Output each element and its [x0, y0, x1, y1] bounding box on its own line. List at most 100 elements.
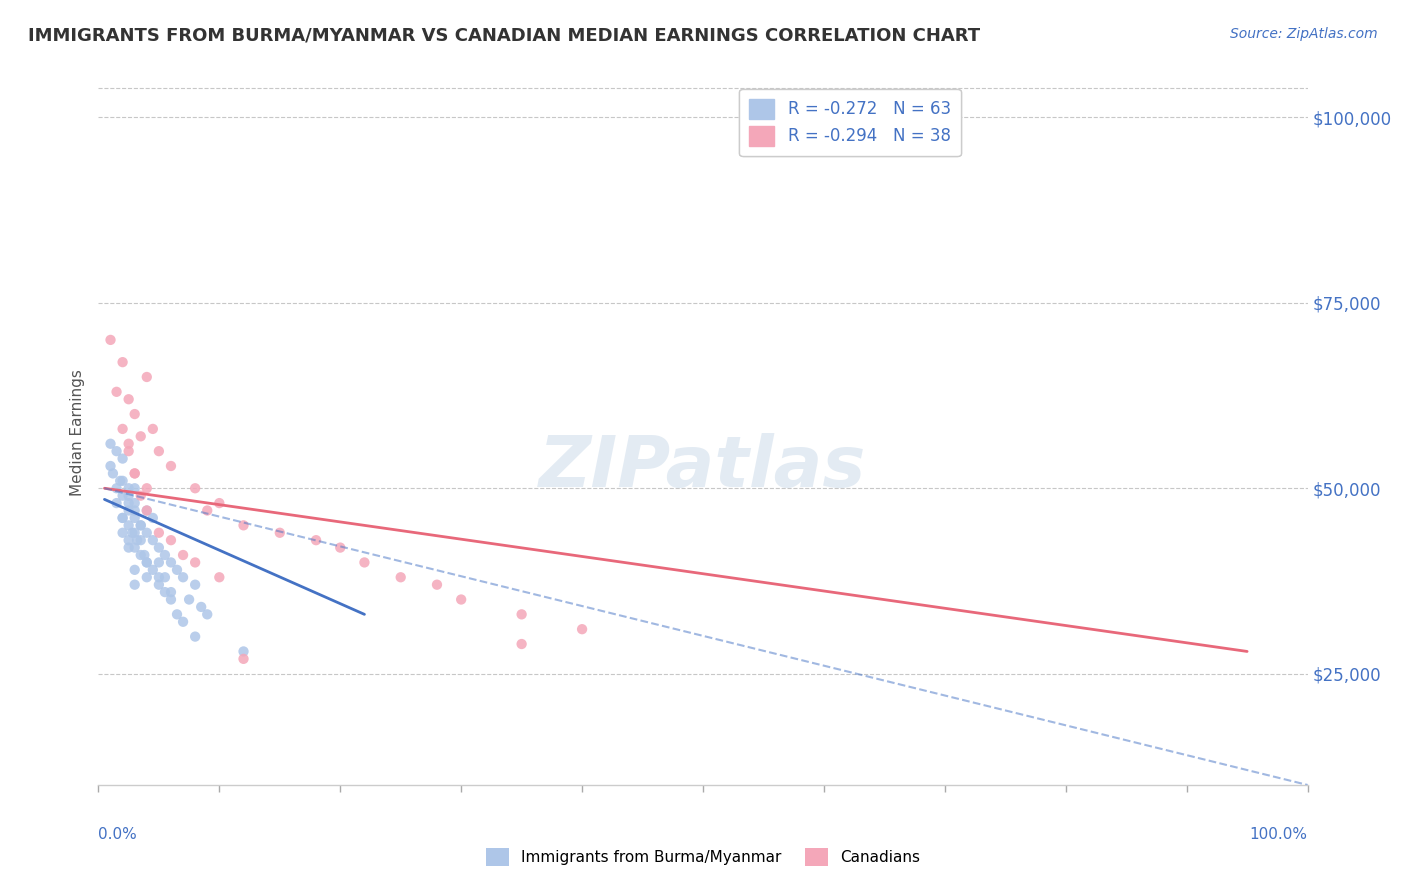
Point	[127, 533, 149, 548]
Point	[142, 422, 165, 436]
Point	[232, 652, 254, 666]
Point	[129, 518, 152, 533]
Point	[129, 429, 152, 443]
Point	[129, 518, 152, 533]
Text: IMMIGRANTS FROM BURMA/MYANMAR VS CANADIAN MEDIAN EARNINGS CORRELATION CHART: IMMIGRANTS FROM BURMA/MYANMAR VS CANADIA…	[28, 27, 980, 45]
Point	[353, 556, 375, 570]
Point	[166, 607, 188, 622]
Point	[124, 496, 146, 510]
Point	[195, 607, 218, 622]
Point	[118, 481, 141, 495]
Point	[208, 570, 231, 584]
Point	[510, 637, 533, 651]
Point	[426, 577, 449, 591]
Point	[135, 570, 157, 584]
Point	[184, 556, 207, 570]
Point	[184, 481, 207, 495]
Point	[190, 599, 212, 614]
Point	[111, 355, 134, 369]
Point	[100, 333, 122, 347]
Point	[153, 585, 176, 599]
Point	[105, 481, 128, 495]
Point	[148, 577, 170, 591]
Point	[135, 556, 157, 570]
Point	[124, 563, 146, 577]
Point	[148, 541, 170, 555]
Point	[142, 511, 165, 525]
Point	[108, 474, 131, 488]
Point	[450, 592, 472, 607]
Point	[510, 607, 533, 622]
Point	[135, 481, 157, 495]
Point	[153, 548, 176, 562]
Point	[111, 474, 134, 488]
Text: 100.0%: 100.0%	[1250, 827, 1308, 842]
Point	[129, 533, 152, 548]
Point	[124, 407, 146, 421]
Point	[160, 556, 183, 570]
Point	[124, 481, 146, 495]
Text: Source: ZipAtlas.com: Source: ZipAtlas.com	[1230, 27, 1378, 41]
Point	[148, 556, 170, 570]
Point	[142, 563, 165, 577]
Point	[134, 548, 156, 562]
Point	[124, 467, 146, 481]
Point	[389, 570, 412, 584]
Point	[118, 518, 141, 533]
Point	[232, 518, 254, 533]
Text: 0.0%: 0.0%	[98, 827, 138, 842]
Point	[118, 541, 141, 555]
Point	[124, 511, 146, 525]
Text: ZIPatlas: ZIPatlas	[540, 434, 866, 502]
Point	[111, 511, 134, 525]
Point	[129, 489, 152, 503]
Point	[111, 422, 134, 436]
Point	[100, 436, 122, 450]
Point	[571, 622, 593, 636]
Point	[105, 496, 128, 510]
Point	[111, 511, 134, 525]
Point	[105, 444, 128, 458]
Point	[118, 444, 141, 458]
Point	[160, 458, 183, 473]
Point	[118, 489, 141, 503]
Point	[172, 570, 194, 584]
Point	[118, 533, 141, 548]
Point	[124, 467, 146, 481]
Point	[153, 570, 176, 584]
Point	[135, 556, 157, 570]
Point	[118, 436, 141, 450]
Point	[269, 525, 291, 540]
Point	[118, 496, 141, 510]
Point	[105, 384, 128, 399]
Point	[160, 592, 183, 607]
Point	[135, 503, 157, 517]
Point	[172, 548, 194, 562]
Point	[305, 533, 328, 548]
Point	[148, 525, 170, 540]
Point	[179, 592, 201, 607]
Point	[232, 644, 254, 658]
Point	[148, 570, 170, 584]
Point	[195, 503, 218, 517]
Point	[124, 541, 146, 555]
Point	[135, 525, 157, 540]
Point	[124, 577, 146, 591]
Point	[111, 451, 134, 466]
Point	[160, 533, 183, 548]
Point	[118, 503, 141, 517]
Point	[184, 630, 207, 644]
Point	[100, 458, 122, 473]
Point	[208, 496, 231, 510]
Point	[129, 548, 152, 562]
Point	[135, 370, 157, 384]
Legend: Immigrants from Burma/Myanmar, Canadians: Immigrants from Burma/Myanmar, Canadians	[477, 838, 929, 875]
Point	[124, 525, 146, 540]
Legend: R = -0.272   N = 63, R = -0.294   N = 38: R = -0.272 N = 63, R = -0.294 N = 38	[740, 88, 960, 156]
Point	[121, 525, 143, 540]
Point	[111, 489, 134, 503]
Point	[172, 615, 194, 629]
Point	[184, 577, 207, 591]
Point	[101, 467, 124, 481]
Point	[329, 541, 352, 555]
